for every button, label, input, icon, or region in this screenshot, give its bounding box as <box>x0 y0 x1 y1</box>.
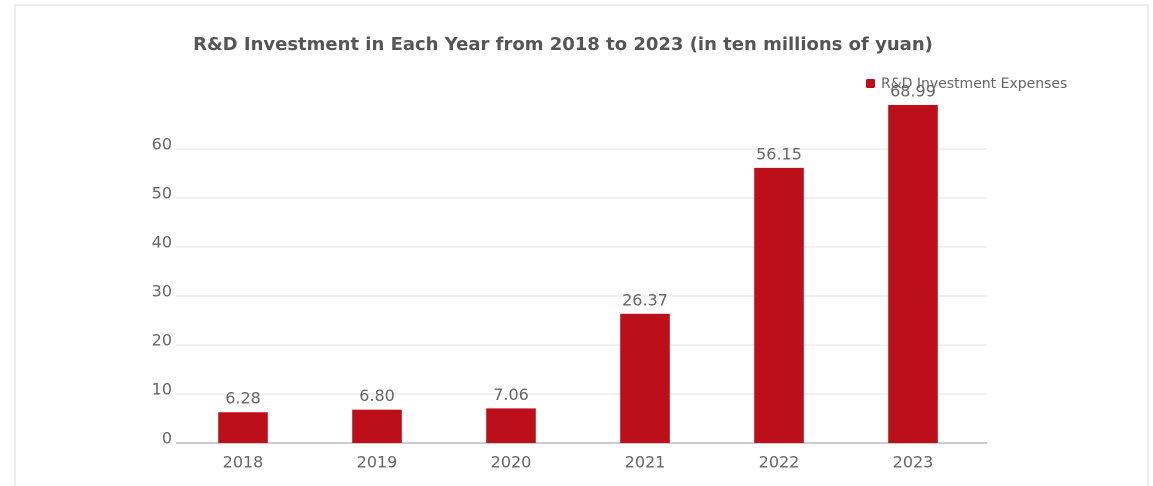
x-tick-label: 2018 <box>223 453 264 472</box>
y-tick-label: 40 <box>152 233 172 252</box>
bar <box>486 408 536 443</box>
data-label: 68.99 <box>890 81 936 100</box>
data-label: 6.80 <box>359 386 395 405</box>
bar <box>620 313 670 443</box>
legend-swatch <box>866 79 875 88</box>
chart-frame <box>14 4 1149 486</box>
y-tick-label: 50 <box>152 184 172 203</box>
y-tick-label: 20 <box>152 331 172 350</box>
legend-label: R&D Investment Expenses <box>881 76 1067 92</box>
y-tick-label: 0 <box>162 429 172 448</box>
y-tick-label: 60 <box>152 135 172 154</box>
chart-title: R&D Investment in Each Year from 2018 to… <box>193 34 933 55</box>
bar <box>352 409 402 443</box>
data-label: 56.15 <box>756 144 802 163</box>
bar <box>754 167 804 444</box>
bar <box>218 412 268 443</box>
x-tick-label: 2022 <box>759 453 800 472</box>
y-tick-label: 10 <box>152 380 172 399</box>
data-label: 26.37 <box>622 290 668 309</box>
x-tick-label: 2021 <box>625 453 666 472</box>
x-tick-label: 2023 <box>893 453 934 472</box>
data-label: 6.28 <box>225 389 261 408</box>
x-tick-label: 2019 <box>357 453 398 472</box>
data-label: 7.06 <box>493 385 529 404</box>
x-tick-label: 2020 <box>491 453 532 472</box>
y-tick-label: 30 <box>152 282 172 301</box>
bar <box>888 104 938 443</box>
